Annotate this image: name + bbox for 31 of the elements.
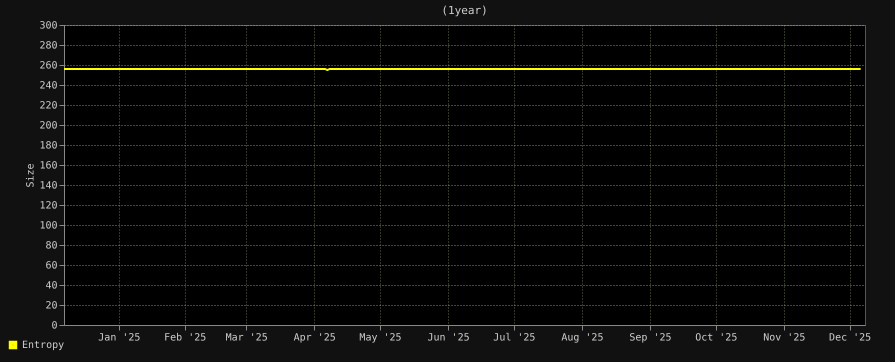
x-tick-label: Jun '25 <box>427 332 470 344</box>
x-tick-label: Dec '25 <box>829 332 872 344</box>
y-tick-label: 180 <box>39 140 58 152</box>
chart-title: (1year) <box>441 4 488 17</box>
y-tick-label: 0 <box>51 320 58 332</box>
x-tick-label: Mar '25 <box>226 332 268 344</box>
x-tick-label: Nov '25 <box>763 332 806 344</box>
x-tick-label: Oct '25 <box>695 332 738 344</box>
y-tick-label: 260 <box>39 60 58 72</box>
x-tick-label: Apr '25 <box>294 332 336 344</box>
y-tick-label: 140 <box>39 180 58 192</box>
y-tick-label: 240 <box>39 80 58 92</box>
x-tick-label: Sep '25 <box>629 332 672 344</box>
x-tick-label: May '25 <box>359 332 402 344</box>
y-tick-label: 280 <box>39 40 58 52</box>
legend-label: Entropy <box>22 340 64 351</box>
y-tick-label: 220 <box>39 100 58 112</box>
y-tick-label: 60 <box>45 260 58 272</box>
y-tick-label: 20 <box>45 300 58 312</box>
x-tick-label: Jul '25 <box>493 332 536 344</box>
x-tick-label: Aug '25 <box>561 332 604 344</box>
y-tick-label: 200 <box>39 120 58 132</box>
y-tick-label: 40 <box>45 280 58 292</box>
y-tick-label: 160 <box>39 160 58 172</box>
x-tick-label: Feb '25 <box>164 332 206 344</box>
x-tick-label: Jan '25 <box>98 332 140 344</box>
y-tick-label: 80 <box>45 240 58 252</box>
y-axis-title: Size <box>25 163 36 188</box>
y-tick-label: 300 <box>39 20 58 32</box>
y-tick-label: 120 <box>39 200 58 212</box>
y-tick-label: 100 <box>39 220 58 232</box>
